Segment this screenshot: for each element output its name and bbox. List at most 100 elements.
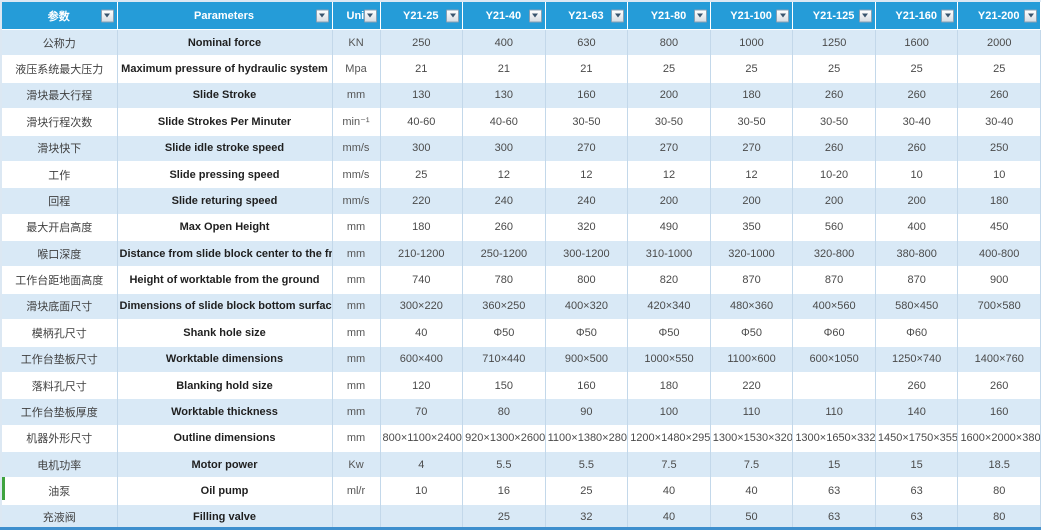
filter-dropdown-button[interactable] bbox=[693, 9, 707, 22]
param-zh-cell[interactable]: 公称力 bbox=[2, 28, 118, 56]
value-cell[interactable] bbox=[380, 503, 464, 530]
value-cell[interactable]: 12 bbox=[462, 160, 546, 188]
value-cell[interactable]: 240 bbox=[545, 187, 629, 215]
value-cell[interactable]: 300-1200 bbox=[545, 239, 629, 267]
value-cell[interactable]: 110 bbox=[710, 398, 794, 426]
value-cell[interactable]: 300×220 bbox=[380, 292, 464, 320]
param-zh-cell[interactable]: 落料孔尺寸 bbox=[2, 371, 118, 399]
value-cell[interactable]: 4 bbox=[380, 450, 464, 478]
param-en-cell[interactable]: Slide Strokes Per Minuter bbox=[117, 108, 333, 135]
param-zh-cell[interactable]: 喉口深度 bbox=[2, 239, 118, 267]
value-cell[interactable]: 1450×1750×3550 bbox=[875, 424, 959, 452]
value-cell[interactable]: 260 bbox=[957, 81, 1041, 109]
value-cell[interactable]: 200 bbox=[710, 187, 794, 215]
value-cell[interactable]: 260 bbox=[957, 371, 1041, 399]
unit-cell[interactable]: ml/r bbox=[332, 477, 381, 505]
value-cell[interactable]: 12 bbox=[710, 160, 794, 188]
value-cell[interactable]: 63 bbox=[792, 477, 876, 505]
value-cell[interactable]: 21 bbox=[380, 55, 464, 83]
value-cell[interactable]: 740 bbox=[380, 266, 464, 294]
param-en-cell[interactable]: Dimensions of slide block bottom surface bbox=[117, 292, 333, 320]
unit-cell[interactable]: mm/s bbox=[332, 160, 381, 188]
param-zh-cell[interactable]: 油泵 bbox=[2, 477, 118, 505]
filter-dropdown-button[interactable] bbox=[363, 9, 377, 22]
value-cell[interactable]: 870 bbox=[875, 266, 959, 294]
value-cell[interactable]: 120 bbox=[380, 371, 464, 399]
value-cell[interactable]: 12 bbox=[545, 160, 629, 188]
value-cell[interactable]: 1600×2000×3800 bbox=[957, 424, 1041, 452]
value-cell[interactable]: 400 bbox=[875, 213, 959, 241]
param-en-cell[interactable]: Blanking hold size bbox=[117, 371, 333, 399]
value-cell[interactable]: 5.5 bbox=[462, 450, 546, 478]
filter-dropdown-button[interactable] bbox=[1024, 9, 1037, 22]
value-cell[interactable]: 180 bbox=[957, 187, 1041, 215]
value-cell[interactable]: 250 bbox=[380, 28, 464, 56]
value-cell[interactable]: 220 bbox=[380, 187, 464, 215]
value-cell[interactable]: 560 bbox=[792, 213, 876, 241]
value-cell[interactable] bbox=[957, 319, 1041, 346]
value-cell[interactable]: 25 bbox=[792, 55, 876, 83]
param-zh-cell[interactable]: 滑块最大行程 bbox=[2, 81, 118, 109]
value-cell[interactable]: 40-60 bbox=[462, 108, 546, 135]
value-cell[interactable]: 300 bbox=[380, 134, 464, 162]
value-cell[interactable]: 710×440 bbox=[462, 345, 546, 373]
value-cell[interactable]: 200 bbox=[627, 187, 711, 215]
param-zh-cell[interactable]: 模柄孔尺寸 bbox=[2, 319, 118, 346]
value-cell[interactable]: 200 bbox=[875, 187, 959, 215]
value-cell[interactable]: 25 bbox=[710, 55, 794, 83]
value-cell[interactable]: 200 bbox=[627, 81, 711, 109]
param-en-cell[interactable]: Max Open Height bbox=[117, 213, 333, 241]
unit-cell[interactable]: mm/s bbox=[332, 187, 381, 215]
param-zh-cell[interactable]: 工作 bbox=[2, 160, 118, 188]
value-cell[interactable]: 210-1200 bbox=[380, 239, 464, 267]
value-cell[interactable]: 180 bbox=[380, 213, 464, 241]
value-cell[interactable]: 260 bbox=[792, 134, 876, 162]
value-cell[interactable]: Φ60 bbox=[875, 319, 959, 346]
value-cell[interactable]: 130 bbox=[462, 81, 546, 109]
value-cell[interactable]: 25 bbox=[875, 55, 959, 83]
unit-cell[interactable] bbox=[332, 503, 381, 530]
value-cell[interactable]: 270 bbox=[710, 134, 794, 162]
value-cell[interactable]: 30-50 bbox=[792, 108, 876, 135]
value-cell[interactable]: 310-1000 bbox=[627, 239, 711, 267]
value-cell[interactable]: 220 bbox=[710, 371, 794, 399]
value-cell[interactable]: 180 bbox=[627, 371, 711, 399]
value-cell[interactable]: 150 bbox=[462, 371, 546, 399]
value-cell[interactable]: 80 bbox=[957, 477, 1041, 505]
value-cell[interactable]: 380-800 bbox=[875, 239, 959, 267]
value-cell[interactable]: 1600 bbox=[875, 28, 959, 56]
param-zh-cell[interactable]: 回程 bbox=[2, 187, 118, 215]
value-cell[interactable]: 320 bbox=[545, 213, 629, 241]
value-cell[interactable]: 30-40 bbox=[957, 108, 1041, 135]
value-cell[interactable]: 200 bbox=[792, 187, 876, 215]
value-cell[interactable]: 780 bbox=[462, 266, 546, 294]
value-cell[interactable]: 160 bbox=[545, 81, 629, 109]
param-en-cell[interactable]: Outline dimensions bbox=[117, 424, 333, 452]
value-cell[interactable]: 63 bbox=[792, 503, 876, 530]
value-cell[interactable]: 110 bbox=[792, 398, 876, 426]
param-en-cell[interactable]: Oil pump bbox=[117, 477, 333, 505]
filter-dropdown-button[interactable] bbox=[611, 9, 625, 22]
value-cell[interactable]: 920×1300×2600 bbox=[462, 424, 546, 452]
value-cell[interactable]: 30-50 bbox=[710, 108, 794, 135]
unit-cell[interactable]: mm bbox=[332, 239, 381, 267]
value-cell[interactable]: 630 bbox=[545, 28, 629, 56]
value-cell[interactable]: 21 bbox=[462, 55, 546, 83]
value-cell[interactable]: 100 bbox=[627, 398, 711, 426]
value-cell[interactable]: 63 bbox=[875, 503, 959, 530]
value-cell[interactable]: 1250×740 bbox=[875, 345, 959, 373]
value-cell[interactable]: 40-60 bbox=[380, 108, 464, 135]
param-en-cell[interactable]: Worktable dimensions bbox=[117, 345, 333, 373]
value-cell[interactable]: 490 bbox=[627, 213, 711, 241]
value-cell[interactable]: 10 bbox=[957, 160, 1041, 188]
value-cell[interactable]: Φ50 bbox=[710, 319, 794, 346]
value-cell[interactable]: 360×250 bbox=[462, 292, 546, 320]
value-cell[interactable]: 25 bbox=[957, 55, 1041, 83]
value-cell[interactable]: 2000 bbox=[957, 28, 1041, 56]
param-zh-cell[interactable]: 充液阀 bbox=[2, 503, 118, 530]
value-cell[interactable]: 400 bbox=[462, 28, 546, 56]
column-header-y21-200[interactable]: Y21-200 bbox=[957, 2, 1041, 30]
unit-cell[interactable]: Kw bbox=[332, 450, 381, 478]
param-en-cell[interactable]: Slide idle stroke speed bbox=[117, 134, 333, 162]
filter-dropdown-button[interactable] bbox=[100, 9, 114, 22]
